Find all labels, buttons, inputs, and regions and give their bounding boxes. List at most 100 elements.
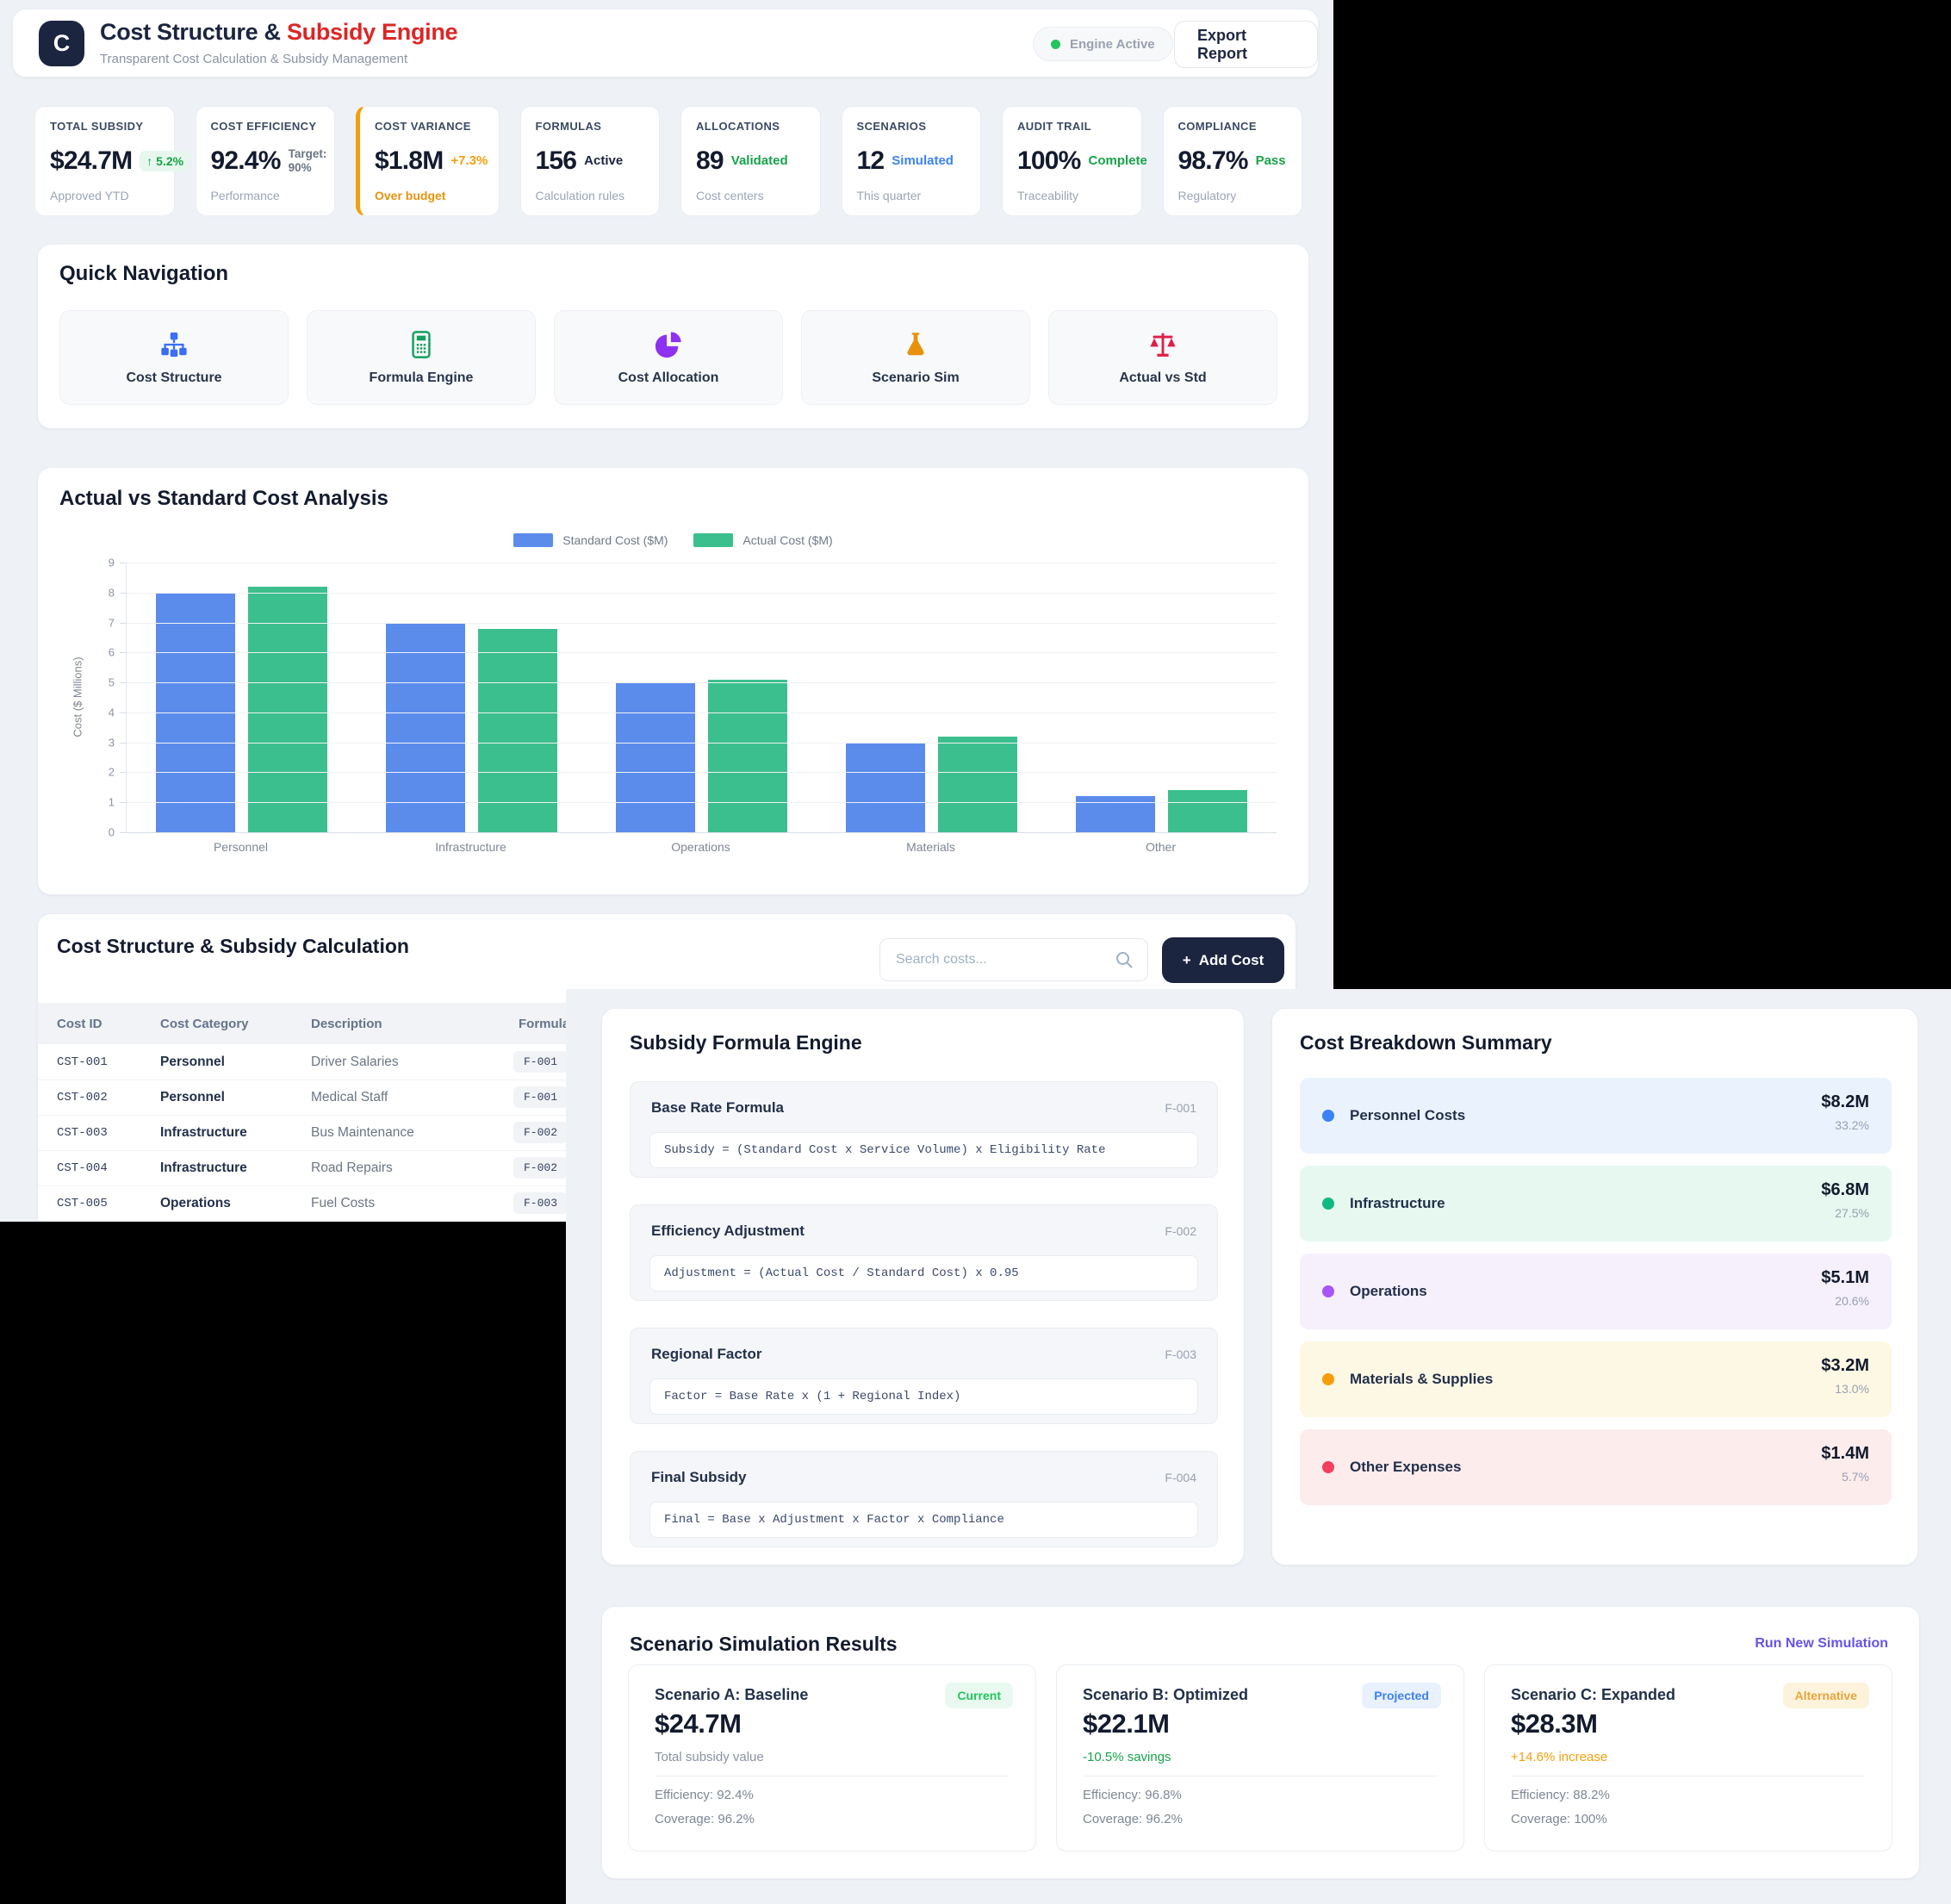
formula-id: F-002 — [1165, 1224, 1196, 1238]
cell-description: Road Repairs — [311, 1160, 393, 1175]
run-new-simulation-link[interactable]: Run New Simulation — [1755, 1636, 1888, 1651]
cell-description: Driver Salaries — [311, 1054, 399, 1069]
nav-tile-scenario-sim[interactable]: Scenario Sim — [801, 310, 1030, 405]
cell-cost-category: Personnel — [160, 1054, 225, 1069]
kpi-label: TOTAL SUBSIDY — [50, 120, 144, 133]
y-tick-mark — [120, 622, 127, 624]
kpi-delta: +7.3% — [450, 153, 488, 168]
bar-group-other — [1047, 563, 1277, 832]
page-title: Cost Structure & Subsidy Engine — [100, 19, 458, 45]
scenario-badge: Projected — [1362, 1683, 1441, 1708]
scenario-name: Scenario A: Baseline — [655, 1686, 809, 1703]
black-mask-top-right — [1333, 0, 1951, 989]
nav-tile-cost-allocation[interactable]: Cost Allocation — [554, 310, 783, 405]
breakdown-percent: 5.7% — [1842, 1470, 1869, 1484]
formula-engine-panel: Subsidy Formula Engine Base Rate Formula… — [601, 1008, 1245, 1565]
kpi-value-row: 156 Active — [536, 146, 645, 176]
kpi-card-audit-trail: AUDIT TRAIL 100% Complete Traceability — [1002, 106, 1147, 216]
formula-id: F-004 — [1165, 1471, 1196, 1484]
cell-cost-id: CST-005 — [57, 1196, 108, 1210]
breakdown-row-other-expenses: Other Expenses $1.4M 5.7% — [1300, 1429, 1892, 1505]
kpi-value: $24.7M — [50, 146, 133, 175]
gridline — [127, 622, 1277, 624]
breakdown-value: $1.4M — [1821, 1444, 1869, 1463]
bar-standard-infrastructure — [386, 622, 465, 832]
formula-badge: F-001 — [513, 1086, 569, 1108]
gridline — [127, 682, 1277, 684]
bar-group-infrastructure — [357, 563, 587, 832]
formula-name: Efficiency Adjustment — [651, 1223, 805, 1239]
scenario-badge: Current — [945, 1683, 1013, 1708]
y-tick-label: 2 — [108, 765, 115, 779]
legend-item-standard-cost-m[interactable]: Standard Cost ($M) — [513, 533, 668, 547]
kpi-note: This quarter — [856, 189, 922, 202]
quick-navigation-title: Quick Navigation — [59, 262, 229, 285]
cell-cost-id: CST-004 — [57, 1160, 108, 1175]
kpi-value: 89 — [696, 146, 724, 175]
scenario-subtext: Total subsidy value — [655, 1750, 764, 1764]
quick-navigation-panel: Quick Navigation Cost Structure Formula E… — [37, 244, 1309, 429]
formula-name: Base Rate Formula — [651, 1099, 784, 1116]
nav-tile-actual-vs-std[interactable]: Actual vs Std — [1048, 310, 1277, 405]
engine-status-badge: Engine Active — [1033, 27, 1173, 61]
x-axis-label-materials: Materials — [906, 840, 955, 854]
breakdown-value: $5.1M — [1821, 1268, 1869, 1287]
formula-expression: Final = Base x Adjustment x Factor x Com… — [649, 1502, 1198, 1538]
cell-cost-category: Operations — [160, 1195, 231, 1210]
legend-swatch — [693, 533, 734, 547]
search-input[interactable] — [894, 951, 1106, 968]
nav-tile-formula-engine[interactable]: Formula Engine — [307, 310, 536, 405]
scenario-coverage: Coverage: 96.2% — [1083, 1812, 1183, 1826]
formula-engine-title: Subsidy Formula Engine — [630, 1031, 862, 1054]
kpi-note: Traceability — [1017, 189, 1079, 202]
breakdown-percent: 20.6% — [1835, 1294, 1869, 1308]
breakdown-label: Materials & Supplies — [1350, 1371, 1494, 1387]
kpi-label: COST VARIANCE — [375, 120, 471, 133]
scenario-subtext: +14.6% increase — [1511, 1750, 1608, 1764]
bar-group-personnel — [127, 563, 357, 832]
kpi-value-row: $1.8M +7.3% — [375, 146, 488, 176]
black-mask-bottom-left — [0, 1222, 566, 1904]
gridline — [127, 772, 1277, 774]
scenario-card-scenario-a: Scenario A: Baseline Current $24.7M Total s… — [628, 1664, 1036, 1851]
cell-cost-id: CST-002 — [57, 1090, 108, 1104]
kpi-value: $1.8M — [375, 146, 444, 175]
y-tick-label: 8 — [108, 586, 115, 600]
add-cost-button[interactable]: + Add Cost — [1162, 937, 1284, 983]
kpi-card-compliance: COMPLIANCE 98.7% Pass Regulatory — [1162, 106, 1302, 216]
breakdown-percent: 13.0% — [1835, 1382, 1869, 1396]
y-tick-label: 4 — [108, 706, 115, 719]
scenario-badge: Alternative — [1782, 1683, 1869, 1708]
cell-cost-id: CST-001 — [57, 1055, 108, 1069]
nav-tile-cost-structure[interactable]: Cost Structure — [59, 310, 289, 405]
scenario-efficiency: Efficiency: 88.2% — [1511, 1788, 1610, 1802]
y-tick-label: 9 — [108, 556, 115, 569]
scenario-card-scenario-c: Scenario C: Expanded Alternative $28.3M +14… — [1484, 1664, 1892, 1851]
header-bar: C Cost Structure & Subsidy Engine Transp… — [12, 9, 1319, 78]
kpi-delta: ↑ 5.2% — [140, 150, 191, 171]
gridline — [127, 742, 1277, 744]
chart-legend: Standard Cost ($M) Actual Cost ($M) — [38, 533, 1308, 547]
y-tick-mark — [120, 592, 127, 594]
bar-standard-operations — [616, 682, 695, 832]
formula-block-final-subsidy: Final Subsidy F-004 Final = Base x Adjustm… — [630, 1451, 1218, 1547]
export-report-button[interactable]: Export Report — [1174, 21, 1318, 68]
kpi-delta: Target: 90% — [288, 146, 327, 174]
y-tick-mark — [120, 742, 127, 744]
kpi-value: 156 — [535, 146, 577, 175]
page-title-accent: Subsidy Engine — [286, 19, 458, 45]
kpi-card-cost-variance: COST VARIANCE $1.8M +7.3% Over budget — [356, 106, 500, 216]
y-tick-label: 5 — [108, 675, 115, 689]
breakdown-label: Infrastructure — [1350, 1195, 1445, 1211]
add-cost-label: Add Cost — [1198, 951, 1264, 968]
kpi-card-total-subsidy: TOTAL SUBSIDY $24.7M ↑ 5.2% Approved YTD — [34, 106, 191, 216]
cell-cost-id: CST-003 — [57, 1125, 108, 1140]
y-tick-label: 1 — [108, 795, 115, 809]
breakdown-percent: 33.2% — [1835, 1118, 1869, 1132]
nav-tile-label: Cost Allocation — [618, 370, 719, 385]
legend-item-actual-cost-m[interactable]: Actual Cost ($M) — [693, 533, 833, 547]
y-tick-mark — [120, 712, 127, 713]
nav-tile-label: Formula Engine — [369, 370, 474, 385]
chart-bars — [127, 563, 1277, 832]
formula-badge: F-002 — [513, 1122, 569, 1143]
